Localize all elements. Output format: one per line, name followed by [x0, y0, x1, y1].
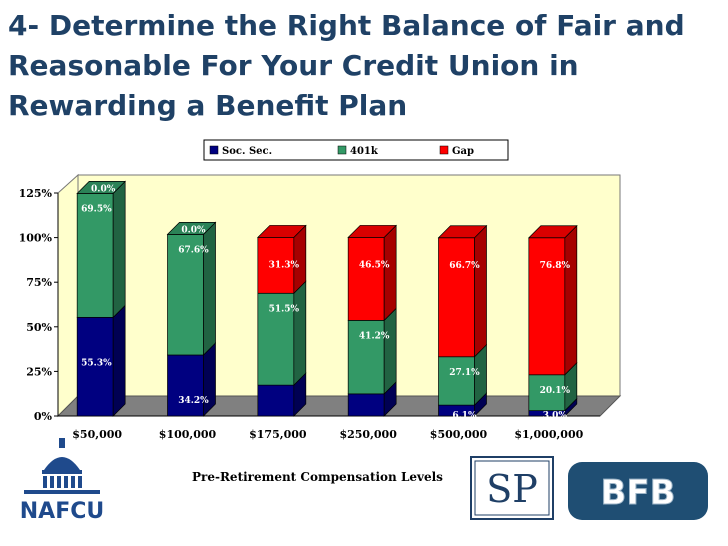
bar-soc-sec--1 — [167, 354, 204, 417]
data-label-0-4: 6.1% — [452, 411, 477, 421]
legend-label-0: Soc. Sec. — [222, 146, 272, 157]
data-label-1-0: 69.5% — [81, 204, 112, 214]
bar-side-1-2 — [293, 280, 307, 386]
bar-gap-2 — [257, 237, 295, 294]
bar-top-0 — [76, 181, 127, 194]
x-tick-label: $250,000 — [339, 428, 397, 441]
data-label-2-3: 46.5% — [359, 260, 390, 270]
legend-swatch-2 — [439, 145, 449, 155]
bar-top-2 — [256, 225, 307, 238]
bar-side-0-0 — [112, 304, 126, 417]
chart-side-wall — [57, 173, 79, 418]
legend-swatch-0 — [209, 145, 219, 155]
data-label-2-5: 76.8% — [540, 261, 571, 271]
bar-gap-5 — [528, 237, 566, 376]
data-label-0-1: 34.2% — [178, 396, 209, 406]
y-tick-label: 25% — [26, 365, 52, 378]
bar-side-1-0 — [112, 180, 126, 319]
sp-logo-text: SP — [486, 467, 538, 511]
nafcu-logo: NAFCU — [20, 438, 104, 524]
y-tick-label: 0% — [34, 410, 53, 423]
bar-gap-4 — [438, 237, 475, 358]
bar-soc-sec--2 — [257, 384, 295, 417]
x-tick-label: $175,000 — [249, 428, 307, 441]
data-label-1-5: 20.1% — [540, 386, 571, 396]
data-label-1-2: 51.5% — [269, 304, 300, 314]
x-tick-label: $100,000 — [159, 428, 217, 441]
title-line-2: Reasonable For Your Credit Union in — [8, 49, 579, 82]
legend-label-1: 401k — [350, 146, 379, 157]
y-tick-label: 75% — [26, 276, 52, 289]
bar-top-4 — [437, 225, 488, 239]
data-label-0-3: 12.4% — [359, 435, 390, 445]
legend-swatch-1 — [337, 145, 347, 155]
bar-401k-4 — [438, 356, 475, 406]
x-tick-label: $500,000 — [430, 428, 488, 441]
slide-title: 4- Determine the Right Balance of Fair a… — [8, 6, 708, 126]
bar-401k-5 — [528, 374, 566, 411]
title-line-3: Rewarding a Benefit Plan — [8, 89, 408, 122]
bfb-logo: BFB — [568, 462, 708, 520]
data-label-2-2: 31.3% — [269, 260, 300, 270]
data-label-0-0: 55.3% — [81, 358, 112, 368]
x-axis-title: Pre-Retirement Compensation Levels — [192, 470, 443, 484]
data-label-2-4: 66.7% — [449, 261, 480, 271]
bar-side-2-3 — [383, 224, 397, 322]
x-tick-label: $50,000 — [72, 428, 122, 441]
bar-gap-3 — [347, 237, 385, 321]
x-tick-label: $1,000,000 — [514, 428, 583, 441]
bar-top-1 — [166, 222, 217, 235]
bar-top-5 — [527, 225, 578, 239]
sp-logo: SP — [470, 456, 554, 520]
data-label-2-1: 0.0% — [181, 225, 206, 235]
data-label-0-5: 3.0% — [543, 411, 568, 421]
bar-soc-sec--3 — [347, 393, 385, 417]
data-label-1-4: 27.1% — [449, 368, 480, 378]
title-line-1: 4- Determine the Right Balance of Fair a… — [8, 9, 685, 42]
y-tick-label: 100% — [19, 232, 53, 245]
legend-label-2: Gap — [452, 146, 474, 157]
y-tick-label: 125% — [19, 187, 53, 200]
bar-side-1-3 — [383, 307, 397, 395]
data-label-1-1: 67.6% — [178, 245, 209, 255]
bar-side-1-1 — [203, 221, 216, 356]
data-label-2-0: 0.0% — [91, 184, 116, 194]
y-tick-label: 50% — [26, 321, 52, 334]
nafcu-logo-text: NAFCU — [20, 499, 104, 524]
legend-box — [203, 139, 509, 161]
bar-side-2-5 — [564, 224, 578, 376]
bfb-logo-text: BFB — [600, 473, 675, 513]
data-label-0-2: 17.3% — [269, 426, 300, 436]
bar-side-2-4 — [474, 224, 487, 358]
bar-top-3 — [347, 225, 398, 238]
bar-401k-1 — [167, 234, 204, 356]
data-label-1-3: 41.2% — [359, 331, 390, 341]
